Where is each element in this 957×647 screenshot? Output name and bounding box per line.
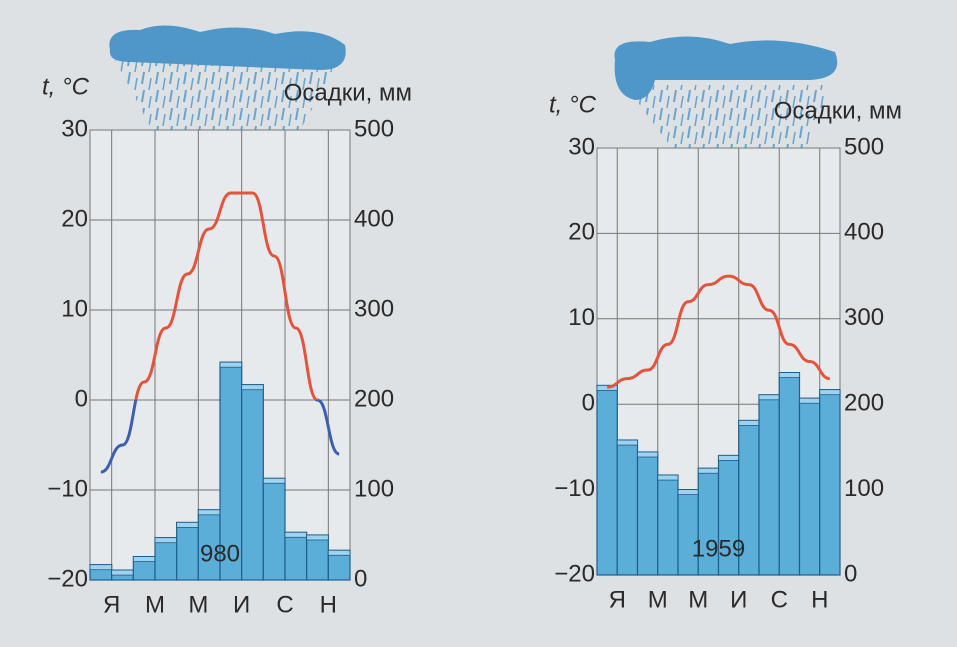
x-tick-label: М <box>648 586 668 613</box>
y2-tick-label: 0 <box>844 560 857 587</box>
precipitation-bar <box>262 477 286 581</box>
bar-top <box>262 477 286 484</box>
y2-tick-label: 200 <box>354 385 394 412</box>
x-tick-label: М <box>688 586 708 613</box>
bar-top <box>799 397 821 404</box>
x-tick-label: С <box>276 591 293 618</box>
total-annotation: 980 <box>200 540 240 567</box>
bar-top <box>89 564 113 571</box>
bar-top <box>616 439 638 446</box>
x-tick-label: Н <box>320 591 337 618</box>
bar-top <box>738 420 760 426</box>
bar-top <box>677 489 699 496</box>
y-axis-title: t, °C <box>42 73 90 100</box>
y2-tick-label: 400 <box>354 205 394 232</box>
precipitation-bar <box>154 537 178 581</box>
y2-tick-label: 300 <box>844 304 884 331</box>
temperature-line <box>606 274 831 389</box>
x-tick-label: С <box>771 586 788 613</box>
bar-top <box>637 451 659 458</box>
x-tick-label: М <box>145 591 165 618</box>
bar-top <box>327 549 351 556</box>
y2-tick-label: 100 <box>844 475 884 502</box>
bar-top <box>111 569 134 576</box>
x-tick-label: Я <box>103 591 120 618</box>
bar-top <box>778 372 800 379</box>
x-tick-label: И <box>233 591 250 618</box>
y2-tick-label: 400 <box>844 219 884 246</box>
y2-tick-label: 300 <box>354 295 394 322</box>
y2-tick-label: 0 <box>354 565 367 592</box>
y2-tick-label: 100 <box>354 475 394 502</box>
y-tick-label: 20 <box>61 205 88 232</box>
y-tick-label: 0 <box>582 390 595 417</box>
bar-top <box>697 467 719 474</box>
precipitation-bar <box>284 531 308 581</box>
bar-top <box>819 389 841 396</box>
precipitation-bar <box>616 439 639 576</box>
x-tick-label: Н <box>811 586 828 613</box>
precipitation-bar <box>778 372 801 576</box>
y2-tick-label: 200 <box>844 390 884 417</box>
y-tick-label: 30 <box>61 115 88 142</box>
precipitation-bar <box>798 397 821 576</box>
bar-top <box>197 509 221 516</box>
precipitation-bar <box>176 521 199 581</box>
precipitation-bar <box>657 474 679 576</box>
bar-top <box>718 455 740 461</box>
x-tick-label: И <box>730 586 747 613</box>
precipitation-bar <box>596 384 618 576</box>
y2-axis-title: Осадки, мм <box>284 79 412 106</box>
y-tick-label: −10 <box>47 475 88 502</box>
y-tick-label: −20 <box>554 560 595 587</box>
y-tick-label: 10 <box>568 304 595 331</box>
y-tick-label: −10 <box>554 475 595 502</box>
bar-top <box>758 394 780 401</box>
y-tick-label: 0 <box>75 385 88 412</box>
y-tick-label: −20 <box>47 565 88 592</box>
precipitation-bar <box>306 534 329 581</box>
y2-tick-label: 500 <box>354 115 394 142</box>
x-tick-label: М <box>188 591 208 618</box>
y2-axis-title: Осадки, мм <box>774 97 902 124</box>
bar-top <box>657 474 679 481</box>
precipitation-bar <box>819 389 841 576</box>
bar-top <box>154 537 178 544</box>
y-tick-label: 10 <box>61 295 88 322</box>
precipitation-bar <box>636 451 659 576</box>
bar-top <box>306 534 329 541</box>
bar-top <box>284 531 308 538</box>
precipitation-bar <box>241 384 264 581</box>
y-tick-label: 20 <box>568 219 595 246</box>
x-tick-label: Я <box>609 586 626 613</box>
bar-top <box>241 384 264 391</box>
bar-top <box>219 361 243 368</box>
temperature-line <box>100 191 340 474</box>
y-axis-title: t, °C <box>549 91 597 118</box>
bar-top <box>132 556 156 562</box>
y2-tick-label: 500 <box>844 133 884 160</box>
precipitation-bar <box>758 394 780 576</box>
bar-top <box>176 522 199 528</box>
y-tick-label: 30 <box>568 133 595 160</box>
total-annotation: 1959 <box>692 535 745 562</box>
